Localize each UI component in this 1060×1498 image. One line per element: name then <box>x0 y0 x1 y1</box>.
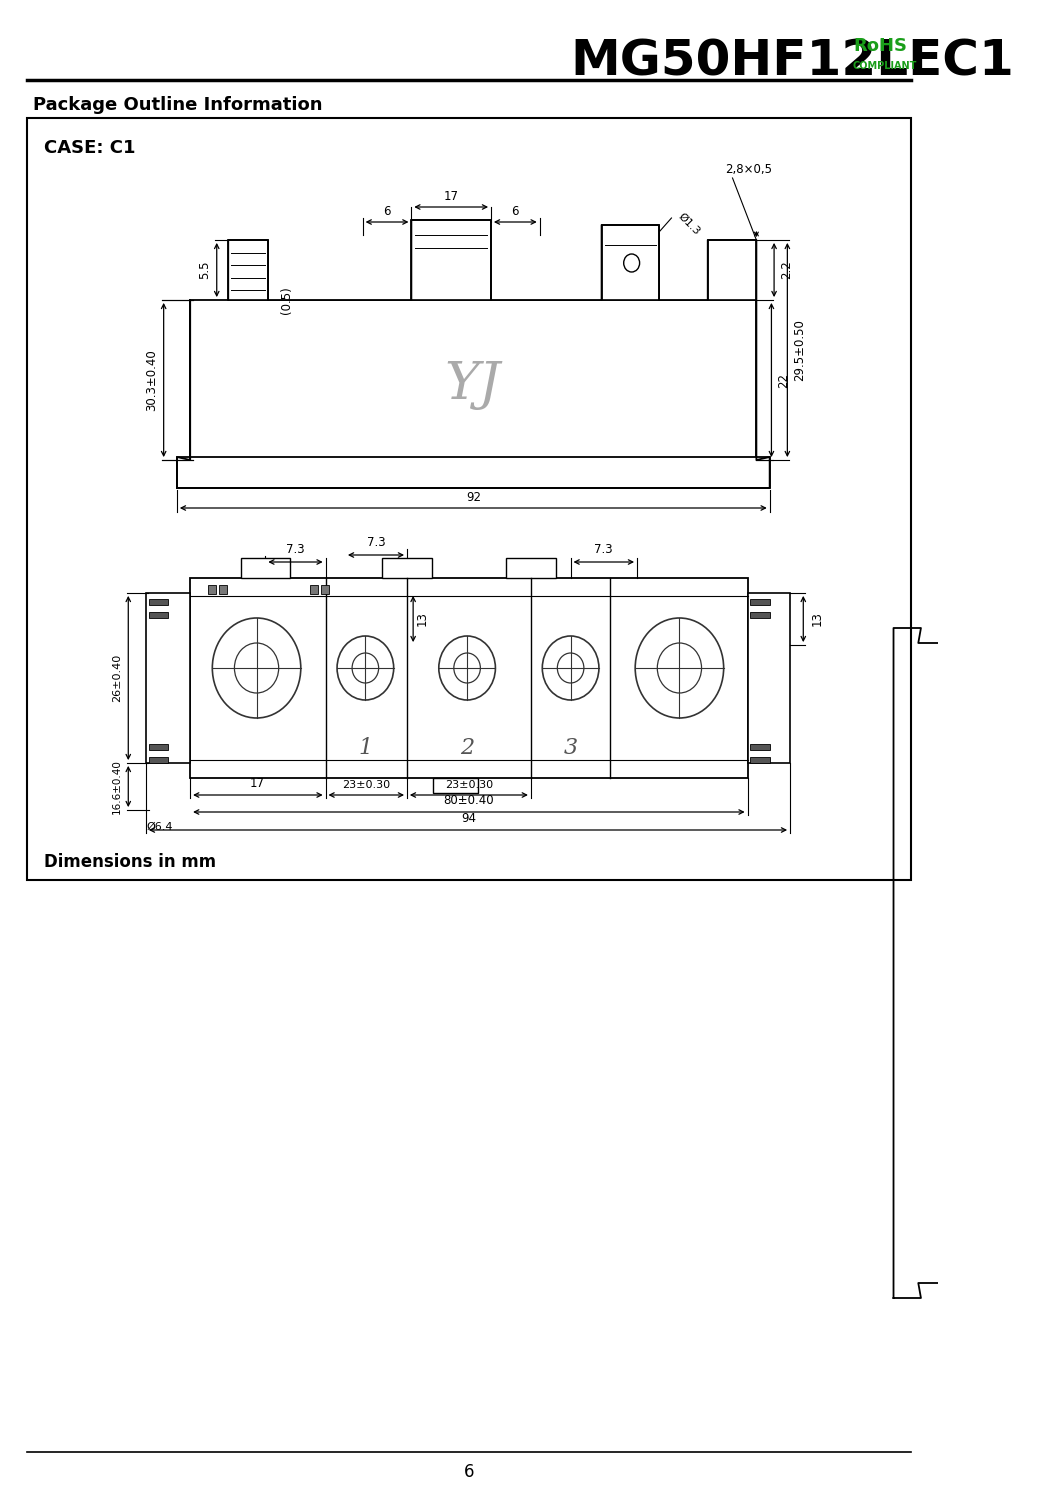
Bar <box>434 777 478 792</box>
Text: Ø1.3: Ø1.3 <box>676 211 702 237</box>
Text: 17: 17 <box>444 190 459 204</box>
Text: 7.3: 7.3 <box>286 542 305 556</box>
Bar <box>148 745 169 750</box>
Bar <box>190 300 228 325</box>
Bar <box>602 225 659 300</box>
Text: 6: 6 <box>463 1464 474 1482</box>
Text: CASE: C1: CASE: C1 <box>45 139 136 157</box>
Bar <box>750 745 770 750</box>
Text: 94: 94 <box>461 812 476 825</box>
Bar <box>148 613 169 619</box>
Text: 7.3: 7.3 <box>367 536 385 548</box>
Text: Package Outline Information: Package Outline Information <box>33 96 322 114</box>
Bar <box>506 557 555 578</box>
Text: 7.3: 7.3 <box>594 542 613 556</box>
Text: COMPLIANT: COMPLIANT <box>853 61 917 70</box>
Bar <box>177 457 770 488</box>
Bar <box>148 756 169 762</box>
Text: 23±0.30: 23±0.30 <box>445 780 493 789</box>
Bar <box>708 240 757 300</box>
Text: 13: 13 <box>810 611 824 626</box>
Bar <box>750 613 770 619</box>
Text: 92: 92 <box>465 491 481 503</box>
Text: 80±0.40: 80±0.40 <box>443 794 494 807</box>
Bar <box>228 240 268 300</box>
Text: 5.5: 5.5 <box>198 261 211 279</box>
Text: 2.2: 2.2 <box>780 261 793 279</box>
Bar <box>190 297 757 300</box>
Text: 30.3±0.40: 30.3±0.40 <box>145 349 158 410</box>
Text: Dimensions in mm: Dimensions in mm <box>45 852 216 870</box>
Text: 2: 2 <box>460 737 474 759</box>
Text: 23±0.30: 23±0.30 <box>342 780 390 789</box>
Bar <box>190 578 747 777</box>
Bar <box>26 118 912 879</box>
Bar <box>383 557 431 578</box>
Text: Ø6.4: Ø6.4 <box>146 822 173 831</box>
Text: 2,8×0,5: 2,8×0,5 <box>725 163 773 177</box>
Text: YJ: YJ <box>444 360 500 410</box>
Bar <box>190 300 757 460</box>
Text: 6: 6 <box>512 205 519 219</box>
Bar <box>747 593 790 762</box>
Bar <box>321 586 329 595</box>
Bar <box>750 599 770 605</box>
Text: RoHS: RoHS <box>853 37 907 55</box>
Text: 29.5±0.50: 29.5±0.50 <box>793 319 807 380</box>
Bar <box>241 557 290 578</box>
Text: 13: 13 <box>416 611 429 626</box>
Bar <box>146 593 190 762</box>
Text: 17: 17 <box>250 777 265 789</box>
Bar <box>310 586 318 595</box>
Text: (0.5): (0.5) <box>280 286 294 315</box>
Bar <box>148 599 169 605</box>
Bar <box>208 586 216 595</box>
Text: MG50HF12LEC1: MG50HF12LEC1 <box>570 37 1014 85</box>
Text: 16.6±0.40: 16.6±0.40 <box>111 759 122 813</box>
Text: 3: 3 <box>564 737 578 759</box>
Bar <box>219 586 227 595</box>
Text: 26±0.40: 26±0.40 <box>111 653 122 703</box>
Text: 22: 22 <box>777 373 791 388</box>
Text: 6: 6 <box>384 205 391 219</box>
Text: 1: 1 <box>358 737 372 759</box>
Bar <box>750 756 770 762</box>
Bar <box>411 220 491 300</box>
